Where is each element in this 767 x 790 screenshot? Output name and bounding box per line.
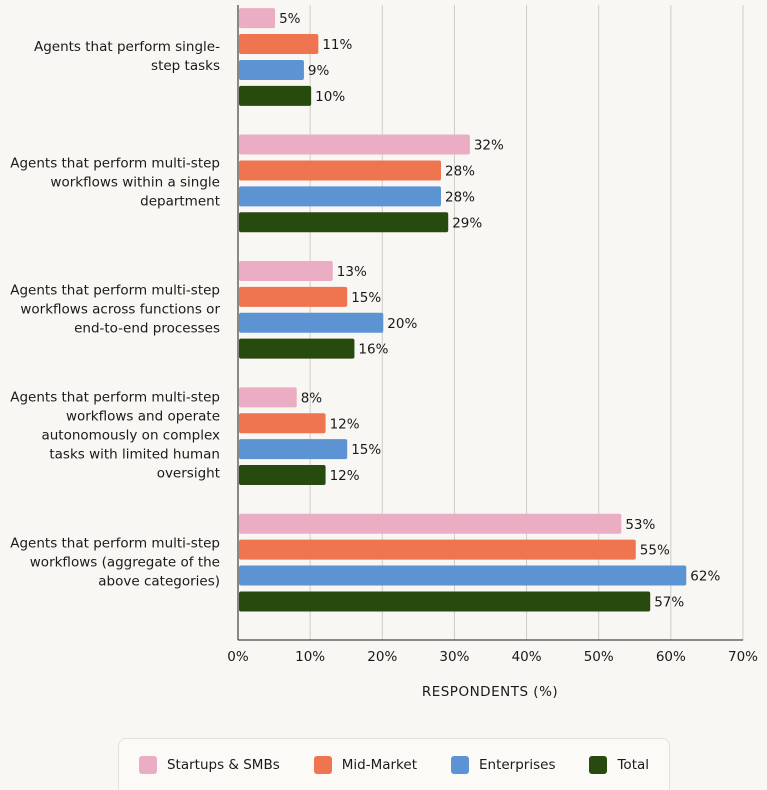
value-label: 10% [315,89,345,105]
x-tick-label: 70% [728,649,758,665]
bar [239,85,312,106]
value-label: 53% [625,517,655,533]
category-label: Agents that perform multi-step workflows… [10,282,220,337]
bar [239,591,651,612]
bar [239,513,622,534]
legend-swatch [313,756,332,774]
value-label: 12% [330,468,360,484]
bar [239,260,333,281]
legend-swatch [451,756,469,774]
bar [239,134,470,155]
legend-item: Mid-Market [313,756,417,790]
value-label: 32% [474,138,504,154]
legend-swatch [138,756,157,774]
bar [239,565,687,586]
legend-item: Startups & SMBs [138,756,280,790]
bar [239,413,326,434]
bar [239,286,348,307]
bar [239,312,384,333]
x-tick-label: 60% [656,649,686,665]
bar [239,34,319,55]
bar [239,539,636,560]
legend-item: Enterprises [451,756,556,790]
value-label: 8% [301,390,323,406]
value-label: 15% [351,290,381,306]
legend-label: Startups & SMBs [166,757,280,773]
x-tick-label: 30% [439,649,469,665]
value-label: 12% [330,416,360,432]
value-label: 5% [279,11,301,27]
value-label: 57% [654,594,684,610]
x-tick-label: 50% [584,649,614,665]
x-tick-label: 20% [367,649,397,665]
x-tick-label: 10% [295,649,325,665]
bar [239,465,326,486]
category-label: Agents that perform multi-step workflows… [10,389,220,482]
bar [239,8,276,29]
bar [239,160,441,181]
x-axis-label: RESPONDENTS (%) [422,684,558,700]
bar [239,387,297,408]
value-label: 13% [337,264,367,280]
x-tick-label: 0% [227,649,249,665]
value-label: 28% [445,189,475,205]
legend-label: Mid-Market [341,757,417,773]
value-label: 11% [322,37,352,53]
value-label: 55% [640,543,670,559]
value-label: 9% [308,63,330,79]
bar [239,186,441,207]
legend-swatch [589,756,608,774]
legend-label: Total [617,757,650,773]
category-label: Agents that perform single-step tasks [33,39,220,74]
legend-item: Total [589,756,650,790]
value-label: 28% [445,163,475,179]
bar [239,439,348,460]
legend-label: Enterprises [479,757,556,773]
value-label: 20% [387,316,417,332]
value-label: 62% [690,569,720,585]
legend: Startups & SMBs Mid-Market Enterprises Tota… [118,738,670,790]
x-tick-label: 40% [512,649,542,665]
bar [239,212,449,233]
bar [239,59,304,80]
category-label: Agents that perform multi-step workflows… [10,535,220,590]
value-label: 15% [351,442,381,458]
value-label: 16% [358,342,388,358]
value-label: 29% [452,215,482,231]
bar [239,338,355,359]
category-label: Agents that perform multi-step workflows… [10,155,220,210]
